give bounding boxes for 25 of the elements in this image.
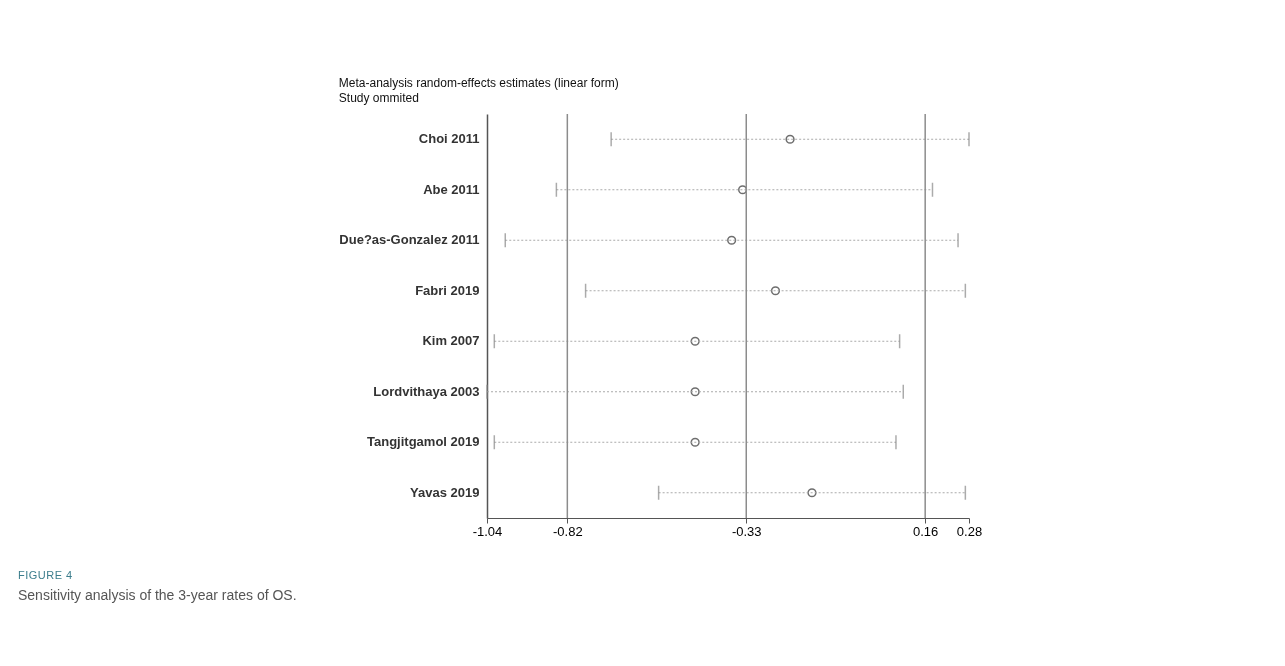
point <box>690 437 700 447</box>
y-tick-label: Kim 2007 <box>422 333 480 349</box>
point <box>807 488 817 498</box>
text: Study ommited <box>338 91 419 106</box>
point <box>690 336 700 346</box>
x-tick-label: -1.04 <box>472 523 503 539</box>
y-tick-label: Yavas 2019 <box>410 484 480 500</box>
y-tick-label: Lordvithaya 2003 <box>373 383 480 399</box>
y-tick-label: Fabri 2019 <box>415 282 480 298</box>
point <box>737 185 748 195</box>
point <box>727 235 737 245</box>
y-tick-label: Due?as-Gonzalez 2011 <box>339 232 480 248</box>
x-tick-label: 0.28 <box>956 523 983 539</box>
point <box>785 134 795 144</box>
point <box>690 387 700 397</box>
chart-title: Meta-analysis random-effects estimates (linear form) <box>338 76 619 91</box>
text: Sensitivity analysis of the 3-year rates of OS. <box>18 587 297 603</box>
point <box>770 286 781 296</box>
y-tick-label: Choi 2011 <box>418 131 480 147</box>
x-tick-label: -0.82 <box>553 523 583 539</box>
x-tick-label: 0.16 <box>913 523 939 539</box>
caption: FIGURE 4 <box>18 569 73 581</box>
y-tick-label: Abe 2011 <box>423 181 480 197</box>
y-tick-label: Tangjitgamol 2019 <box>367 434 480 450</box>
x-tick-label: -0.33 <box>731 523 762 539</box>
